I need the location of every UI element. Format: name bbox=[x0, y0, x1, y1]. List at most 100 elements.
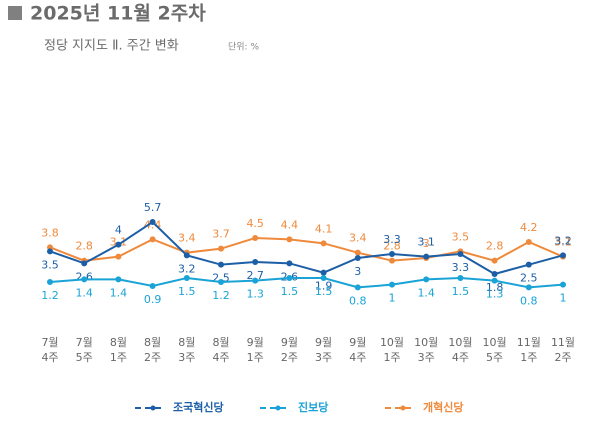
data-point bbox=[81, 276, 88, 283]
data-label: 3.1 bbox=[554, 236, 572, 249]
data-point bbox=[218, 245, 224, 252]
data-label: 1.5 bbox=[452, 285, 470, 298]
data-label: 4 bbox=[115, 224, 122, 237]
data-point bbox=[560, 281, 566, 288]
x-tick-label: 8월 bbox=[212, 336, 229, 349]
data-point bbox=[354, 284, 361, 291]
data-label: 3.4 bbox=[178, 232, 196, 245]
legend-label: 조국혁신당 bbox=[173, 400, 224, 414]
data-point bbox=[286, 275, 293, 281]
data-point bbox=[525, 284, 532, 291]
legend-label: 개혁신당 bbox=[423, 400, 463, 414]
data-label: 3.8 bbox=[41, 226, 59, 239]
x-tick-label: 5주 bbox=[486, 351, 503, 364]
data-label: 0.8 bbox=[349, 294, 367, 307]
x-tick-label: 10월 bbox=[414, 336, 438, 349]
data-point bbox=[320, 240, 327, 247]
data-point bbox=[149, 283, 156, 289]
data-point bbox=[423, 253, 430, 260]
x-tick-label: 8월 bbox=[144, 336, 161, 349]
x-tick-label: 9월 bbox=[349, 336, 366, 349]
x-tick-label: 1주 bbox=[520, 351, 537, 364]
series-line bbox=[49, 276, 564, 289]
x-tick-label: 8월 bbox=[178, 336, 195, 349]
data-label: 2.8 bbox=[486, 240, 504, 253]
x-tick-label: 10월 bbox=[448, 336, 472, 349]
data-point bbox=[491, 271, 498, 277]
data-label: 1.5 bbox=[281, 285, 299, 298]
data-point bbox=[389, 251, 395, 257]
data-label: 2.7 bbox=[246, 269, 264, 282]
x-tick-label: 1주 bbox=[110, 351, 127, 364]
legend-dot bbox=[275, 405, 281, 411]
data-point bbox=[525, 261, 532, 268]
chart-subtitle: 정당 지지도 Ⅱ. 주간 변화 bbox=[44, 39, 179, 54]
legend-dot bbox=[150, 405, 156, 411]
legend-dot bbox=[400, 405, 406, 411]
x-tick-label: 11월 bbox=[517, 336, 541, 349]
data-label: 2.5 bbox=[520, 272, 538, 285]
x-tick-label: 2주 bbox=[281, 351, 298, 364]
data-point bbox=[457, 275, 464, 281]
data-point bbox=[389, 257, 395, 264]
legend-label: 진보당 bbox=[298, 400, 328, 414]
data-point bbox=[47, 279, 53, 285]
data-label: 5.7 bbox=[144, 201, 162, 214]
data-label: 1.5 bbox=[315, 285, 333, 298]
data-point bbox=[491, 257, 498, 264]
data-label: 1 bbox=[560, 292, 567, 305]
data-label: 2.8 bbox=[383, 240, 401, 253]
data-point bbox=[286, 260, 293, 267]
x-tick-label: 3주 bbox=[315, 351, 332, 364]
data-label: 4.4 bbox=[281, 218, 299, 231]
data-point bbox=[491, 277, 498, 284]
data-point bbox=[252, 277, 259, 284]
data-point bbox=[183, 252, 190, 259]
unit-note: 단위: % bbox=[228, 42, 259, 53]
series-line bbox=[49, 236, 564, 262]
data-point bbox=[560, 252, 566, 259]
data-label: 0.8 bbox=[520, 294, 538, 307]
data-point bbox=[252, 259, 259, 265]
data-point bbox=[218, 279, 224, 285]
data-point bbox=[183, 275, 190, 281]
x-tick-label: 9월 bbox=[247, 336, 264, 349]
data-label: 1.3 bbox=[486, 288, 504, 301]
data-label: 1.3 bbox=[246, 288, 264, 301]
data-point bbox=[252, 235, 259, 241]
data-point bbox=[457, 251, 464, 257]
data-point bbox=[389, 281, 395, 288]
chart-title: 2025년 11월 2주차 bbox=[30, 3, 206, 25]
data-label: 1.4 bbox=[75, 286, 93, 299]
data-label: 2.8 bbox=[75, 240, 93, 253]
data-point bbox=[320, 269, 327, 276]
data-point bbox=[115, 276, 122, 283]
x-tick-label: 10월 bbox=[380, 336, 404, 349]
data-point bbox=[115, 241, 122, 248]
x-tick-label: 7월 bbox=[41, 336, 58, 349]
data-label: 1.2 bbox=[212, 289, 230, 302]
data-label: 4.5 bbox=[246, 217, 264, 230]
data-label: 3.1 bbox=[417, 236, 435, 249]
x-tick-label: 9월 bbox=[281, 336, 298, 349]
x-tick-label: 4주 bbox=[349, 351, 366, 364]
x-tick-label: 3주 bbox=[418, 351, 435, 364]
x-tick-label: 10월 bbox=[483, 336, 507, 349]
x-tick-label: 7월 bbox=[76, 336, 93, 349]
data-point bbox=[149, 236, 156, 243]
x-tick-label: 4주 bbox=[41, 351, 58, 364]
data-label: 3.3 bbox=[452, 261, 470, 274]
data-label: 3.7 bbox=[212, 228, 230, 241]
x-tick-label: 1주 bbox=[383, 351, 400, 364]
data-label: 1 bbox=[389, 292, 396, 305]
data-point bbox=[423, 276, 430, 283]
data-label: 3.5 bbox=[41, 258, 59, 271]
data-label: 1.4 bbox=[110, 286, 128, 299]
data-point bbox=[81, 260, 88, 267]
data-point bbox=[47, 248, 53, 255]
data-point bbox=[354, 255, 361, 261]
data-label: 3.5 bbox=[452, 230, 470, 243]
data-label: 4.2 bbox=[520, 221, 538, 234]
x-tick-label: 9월 bbox=[315, 336, 332, 349]
